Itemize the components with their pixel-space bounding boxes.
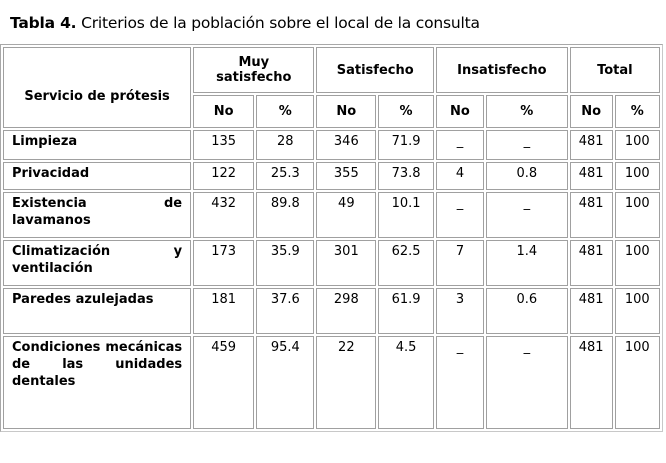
cell-value: 481: [569, 336, 613, 429]
cell-value: 95.4: [256, 336, 315, 429]
cell-value: 89.8: [256, 192, 315, 238]
subheader-percent: %: [485, 95, 568, 128]
row-label: Privacidad: [3, 162, 192, 190]
subheader-no: No: [193, 95, 255, 128]
cell-value: 61.9: [378, 288, 434, 334]
cell-value: 481: [569, 162, 613, 190]
caption-label: Tabla 4.: [10, 14, 77, 32]
cell-value: 481: [569, 192, 613, 238]
cell-value: 28: [256, 130, 315, 160]
caption-text: Criterios de la población sobre el local…: [76, 14, 480, 32]
cell-value: 459: [193, 336, 255, 429]
cell-value: 4.5: [378, 336, 434, 429]
cell-value: 122: [193, 162, 255, 190]
cell-value: 481: [569, 288, 613, 334]
cell-value: _: [435, 336, 484, 429]
table-row: Existencia de lavamanos 432 89.8 49 10.1 _ _ 48…: [3, 192, 660, 238]
subheader-percent: %: [614, 95, 660, 128]
cell-value: 0.8: [485, 162, 568, 190]
table-row: Privacidad 122 25.3 355 73.8 4 0.8 481 100: [3, 162, 660, 190]
subheader-no: No: [316, 95, 377, 128]
cell-value: 3: [435, 288, 484, 334]
row-label: Climatización y ventilación: [3, 240, 192, 286]
criteria-table: Servicio de prótesis Muy satisfecho Sati…: [0, 44, 663, 432]
header-insatisfecho: Insatisfecho: [435, 47, 568, 93]
subheader-no: No: [569, 95, 613, 128]
cell-value: 25.3: [256, 162, 315, 190]
cell-value: 481: [569, 130, 613, 160]
cell-value: 100: [614, 288, 660, 334]
cell-value: 432: [193, 192, 255, 238]
header-service: Servicio de prótesis: [3, 47, 192, 128]
cell-value: 173: [193, 240, 255, 286]
cell-value: 49: [316, 192, 377, 238]
cell-value: 4: [435, 162, 484, 190]
table-row: Climatización y ventilación 173 35.9 301 62.…: [3, 240, 660, 286]
header-satisfecho: Satisfecho: [316, 47, 434, 93]
cell-value: 7: [435, 240, 484, 286]
cell-value: _: [435, 192, 484, 238]
cell-value: 100: [614, 240, 660, 286]
cell-value: 100: [614, 336, 660, 429]
table-row: Paredes azulejadas 181 37.6 298 61.9 3 0.6 481 1…: [3, 288, 660, 334]
cell-value: 100: [614, 192, 660, 238]
cell-value: 10.1: [378, 192, 434, 238]
cell-value: 35.9: [256, 240, 315, 286]
cell-value: 298: [316, 288, 377, 334]
cell-value: 71.9: [378, 130, 434, 160]
header-total: Total: [569, 47, 660, 93]
cell-value: 100: [614, 130, 660, 160]
row-label: Existencia de lavamanos: [3, 192, 192, 238]
table-row: Limpieza 135 28 346 71.9 _ _ 481 100: [3, 130, 660, 160]
cell-value: _: [435, 130, 484, 160]
cell-value: 62.5: [378, 240, 434, 286]
cell-value: 22: [316, 336, 377, 429]
row-label: Condiciones mecánicas de las unidades de…: [3, 336, 192, 429]
header-muy-satisfecho: Muy satisfecho: [193, 47, 315, 93]
cell-value: 0.6: [485, 288, 568, 334]
cell-value: 181: [193, 288, 255, 334]
table-row: Condiciones mecánicas de las unidades de…: [3, 336, 660, 429]
cell-value: 481: [569, 240, 613, 286]
row-label: Paredes azulejadas: [3, 288, 192, 334]
cell-value: 301: [316, 240, 377, 286]
subheader-percent: %: [378, 95, 434, 128]
table-caption: Tabla 4. Criterios de la población sobre…: [10, 14, 480, 32]
row-label: Limpieza: [3, 130, 192, 160]
cell-value: 1.4: [485, 240, 568, 286]
subheader-percent: %: [256, 95, 315, 128]
cell-value: 100: [614, 162, 660, 190]
cell-value: 346: [316, 130, 377, 160]
cell-value: _: [485, 130, 568, 160]
subheader-no: No: [435, 95, 484, 128]
cell-value: 73.8: [378, 162, 434, 190]
cell-value: _: [485, 192, 568, 238]
cell-value: _: [485, 336, 568, 429]
cell-value: 135: [193, 130, 255, 160]
cell-value: 355: [316, 162, 377, 190]
cell-value: 37.6: [256, 288, 315, 334]
